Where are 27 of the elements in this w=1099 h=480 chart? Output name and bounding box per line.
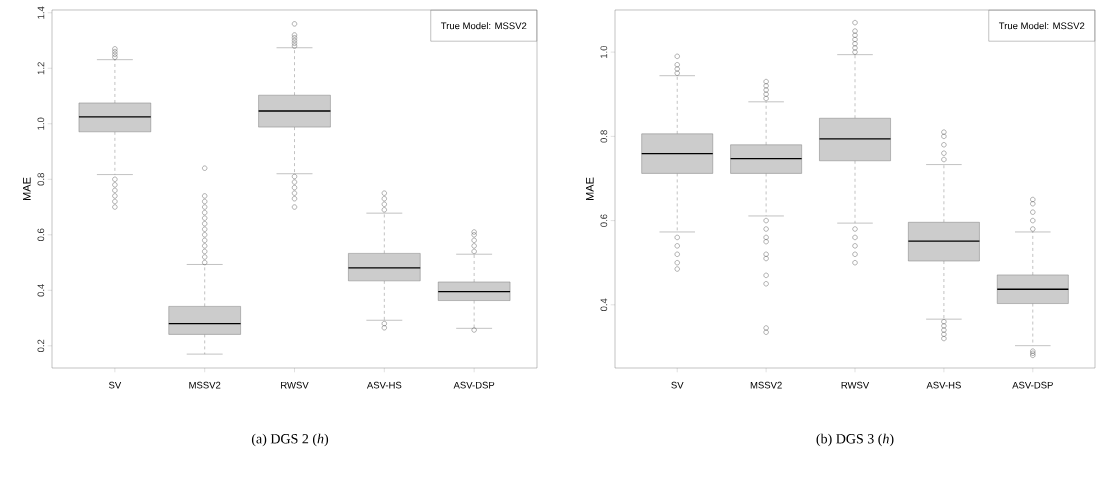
y-axis-title: MAE [23,177,31,201]
text: (b) DGS 3 (h) [816,433,894,447]
x-tick-label: ASV-DSP [453,381,495,389]
y-tick-label: 0.6 [37,228,45,242]
y-tick-label: 1.2 [37,62,45,75]
y-tick-label: 0.2 [37,339,45,353]
y-tick-label: 0.4 [600,298,608,312]
y-tick-label: 1.4 [37,6,45,19]
y-tick-label: 1.0 [37,117,45,130]
y-tick-label: 0.6 [600,214,608,227]
x-tick-label: ASV-DSP [1012,381,1053,389]
legend-title: True Model: MSSV2 [998,22,1085,30]
y-tick-label: 0.8 [37,173,45,186]
x-tick-label: SV [108,381,122,389]
x-tick-label: ASV-HS [926,381,961,389]
x-tick-label: SV [671,381,684,389]
x-tick-label: RWSV [281,381,309,389]
y-tick-label: 0.8 [600,130,608,143]
x-tick-label: ASV-HS [366,381,402,389]
x-tick-label: RWSV [841,381,870,389]
x-tick-label: MSSV2 [750,381,782,389]
y-tick-label: 1.0 [600,45,608,58]
legend-title: True Model: MSSV2 [440,22,527,30]
x-tick-label: MSSV2 [189,381,221,389]
y-tick-label: 0.4 [37,283,45,297]
y-axis-title: MAE [586,177,594,201]
text: (a) DGS 2 (h) [251,433,329,447]
